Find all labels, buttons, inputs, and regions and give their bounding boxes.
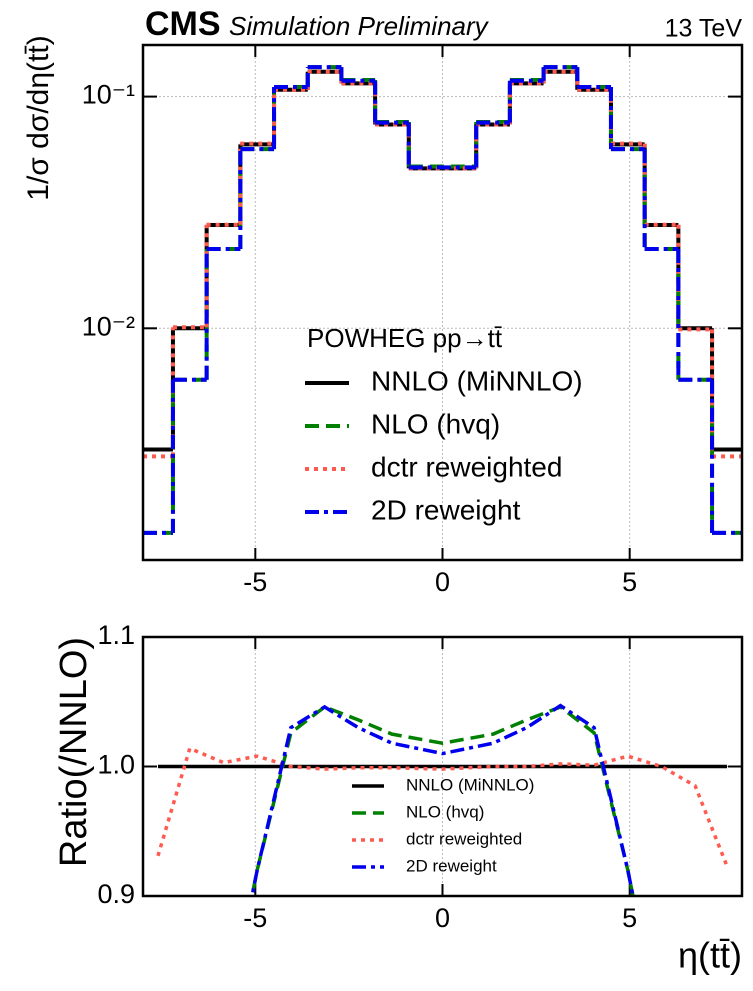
y-axis-label: 1/σ dσ/dη(tt̄) [22, 35, 55, 200]
y-tick-label: 1.0 [97, 750, 135, 780]
legend-label: NNLO (MiNNLO) [371, 365, 583, 396]
x-tick-label: 5 [622, 903, 637, 933]
subtitle: Simulation Preliminary [229, 11, 490, 41]
plot-frame [141, 635, 744, 898]
x-tick-label: -5 [243, 903, 267, 933]
legend-label: NLO (hvq) [371, 408, 500, 439]
ratio-line [156, 745, 729, 867]
legend-label: NNLO (MiNNLO) [406, 775, 534, 794]
ratio-line [250, 703, 635, 896]
energy-label: 13 TeV [665, 15, 743, 43]
x-tick-label: -5 [243, 567, 267, 597]
y-axis-label: Ratio(/NNLO) [53, 637, 95, 867]
legend-label: NLO (hvq) [406, 802, 484, 821]
legend-title: POWHEG pp→tt̄ [307, 323, 503, 353]
y-tick-label: 0.9 [97, 879, 135, 909]
plot-area [143, 65, 742, 535]
legend-label: 2D reweight [406, 856, 497, 875]
legend-label: 2D reweight [371, 494, 521, 525]
y-tick-label: 1.1 [97, 620, 135, 650]
x-tick-label: 0 [435, 567, 450, 597]
x-tick-label: 0 [435, 903, 450, 933]
legend-label: dctr reweighted [371, 451, 562, 482]
x-tick-label: 5 [622, 567, 637, 597]
cms-label: CMS [145, 5, 221, 43]
plot-area [156, 703, 729, 896]
plot-frame [141, 43, 744, 562]
legend-label: dctr reweighted [406, 829, 522, 848]
x-axis-label: η(tt̄) [678, 935, 742, 976]
ratio-line [250, 704, 635, 896]
y-tick-label: 10⁻¹ [82, 80, 135, 110]
y-tick-label: 10⁻² [82, 311, 135, 341]
